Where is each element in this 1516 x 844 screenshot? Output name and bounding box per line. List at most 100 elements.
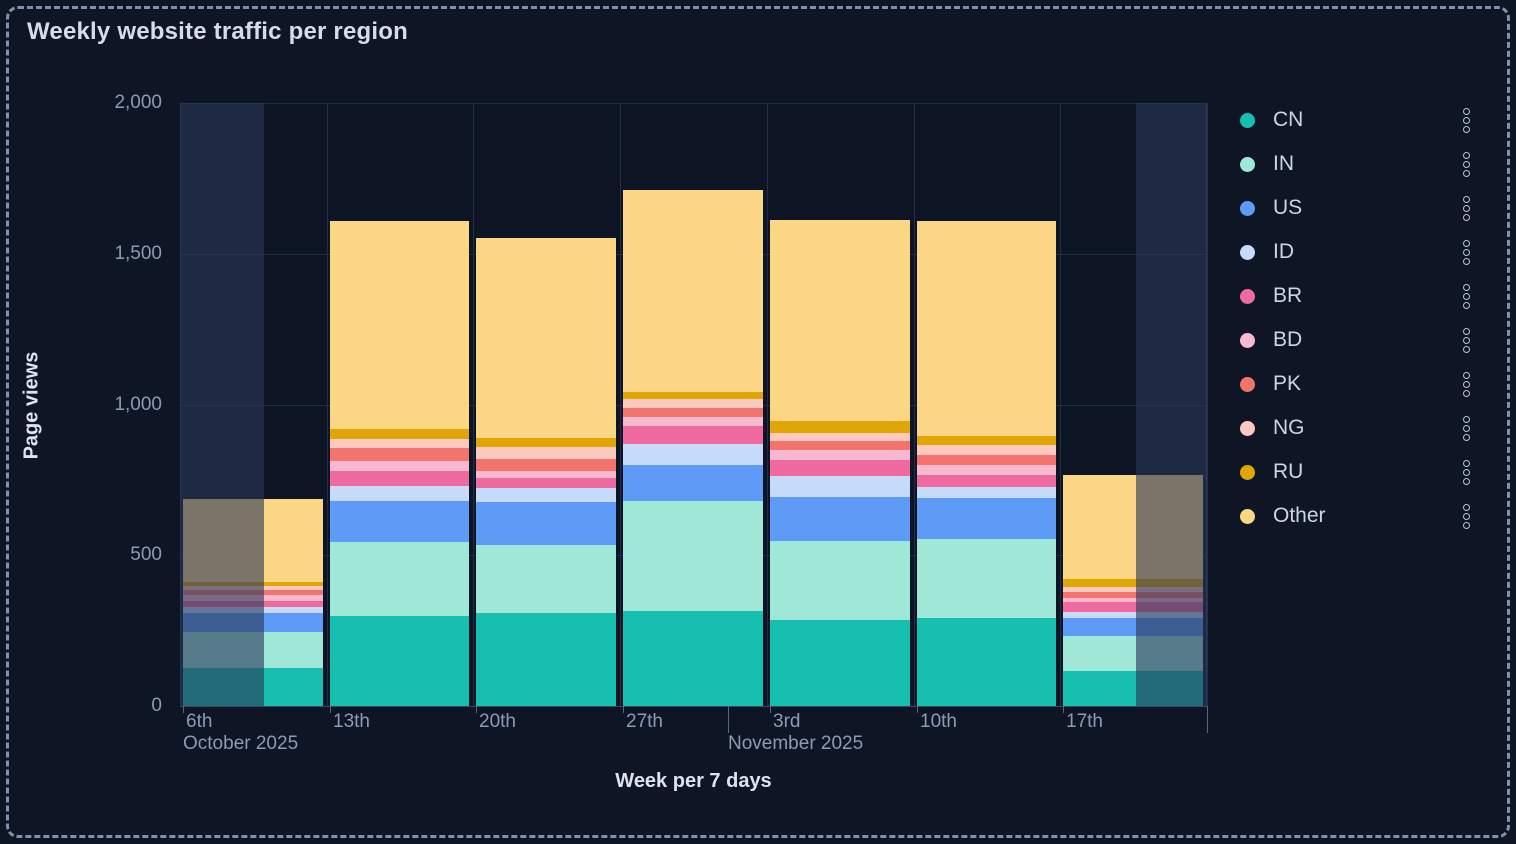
- bar-segment-ID[interactable]: [1063, 612, 1203, 618]
- bar-segment-RU[interactable]: [1063, 579, 1203, 587]
- bar-segment-RU[interactable]: [623, 392, 763, 400]
- bar-segment-RU[interactable]: [916, 435, 1057, 446]
- kebab-menu-icon[interactable]: [1461, 106, 1472, 135]
- bar-segment-Other[interactable]: [329, 220, 470, 429]
- bar-segment-Other[interactable]: [769, 220, 910, 421]
- bar-segment-NG[interactable]: [623, 399, 763, 408]
- bar-segment-RU[interactable]: [329, 429, 470, 439]
- bar-segment-US[interactable]: [916, 498, 1057, 540]
- bar-segment-US[interactable]: [329, 500, 470, 542]
- bar-segment-CN[interactable]: [769, 620, 910, 706]
- bar-segment-BR[interactable]: [329, 470, 470, 486]
- legend-label: US: [1273, 196, 1303, 219]
- bar-segment-IN[interactable]: [329, 541, 470, 616]
- bar-segment-BR[interactable]: [476, 477, 617, 488]
- legend-item-ID[interactable]: ID: [1240, 236, 1472, 268]
- bar-segment-PK[interactable]: [476, 459, 617, 471]
- bar-segment-Other[interactable]: [476, 238, 617, 439]
- x-tick-mark: [183, 706, 184, 713]
- legend-label: PK: [1273, 372, 1302, 395]
- bar-segment-IN[interactable]: [623, 500, 763, 611]
- bar-segment-Other[interactable]: [623, 189, 763, 393]
- kebab-menu-icon[interactable]: [1461, 370, 1472, 399]
- legend-label: CN: [1273, 108, 1304, 131]
- bar-segment-NG[interactable]: [769, 432, 910, 442]
- bar-segment-CN[interactable]: [329, 615, 470, 706]
- bar-segment-CN[interactable]: [476, 613, 617, 706]
- bar-segment-NG[interactable]: [916, 445, 1057, 456]
- legend-color-dot: [1240, 332, 1255, 348]
- kebab-menu-icon[interactable]: [1461, 458, 1472, 487]
- bar-segment-NG[interactable]: [329, 438, 470, 449]
- bar-segment-BD[interactable]: [623, 416, 763, 426]
- bar-segment-BD[interactable]: [476, 470, 617, 478]
- kebab-menu-icon[interactable]: [1461, 326, 1472, 355]
- legend-item-US[interactable]: US: [1240, 192, 1472, 224]
- legend-item-IN[interactable]: IN: [1240, 148, 1472, 180]
- legend-label: Other: [1273, 504, 1326, 527]
- stacked-bar-20th[interactable]: [476, 238, 617, 706]
- vertical-gridline: [767, 103, 768, 706]
- legend-item-BR[interactable]: BR: [1240, 280, 1472, 312]
- bar-segment-IN[interactable]: [916, 539, 1057, 619]
- plot-area: [180, 103, 1208, 706]
- bar-segment-RU[interactable]: [476, 438, 617, 447]
- bar-segment-ID[interactable]: [476, 487, 617, 503]
- bar-segment-BR[interactable]: [916, 474, 1057, 487]
- bar-segment-ID[interactable]: [769, 475, 910, 497]
- y-tick-label: 2,000: [114, 92, 162, 113]
- legend-item-CN[interactable]: CN: [1240, 104, 1472, 136]
- bar-segment-BD[interactable]: [329, 460, 470, 471]
- bar-segment-BD[interactable]: [1063, 597, 1203, 602]
- kebab-menu-icon[interactable]: [1461, 150, 1472, 179]
- horizontal-gridline: [180, 103, 1207, 104]
- bar-segment-US[interactable]: [476, 502, 617, 545]
- bar-segment-PK[interactable]: [329, 448, 470, 461]
- bar-segment-US[interactable]: [623, 464, 763, 501]
- kebab-menu-icon[interactable]: [1461, 282, 1472, 311]
- kebab-menu-icon[interactable]: [1461, 238, 1472, 267]
- bar-segment-Other[interactable]: [916, 220, 1057, 436]
- bar-segment-ID[interactable]: [329, 485, 470, 501]
- bar-segment-BR[interactable]: [769, 459, 910, 476]
- kebab-menu-icon[interactable]: [1461, 414, 1472, 443]
- vertical-gridline: [1060, 103, 1061, 706]
- bar-segment-PK[interactable]: [623, 407, 763, 417]
- bar-segment-BD[interactable]: [769, 449, 910, 460]
- legend-color-dot: [1240, 244, 1255, 260]
- bar-segment-IN[interactable]: [769, 540, 910, 621]
- bar-segment-IN[interactable]: [476, 544, 617, 614]
- x-axis-title: Week per 7 days: [615, 770, 772, 792]
- stacked-bar-3rd[interactable]: [769, 220, 910, 706]
- bar-segment-ID[interactable]: [916, 486, 1057, 499]
- bar-segment-NG[interactable]: [476, 447, 617, 460]
- bar-segment-BD[interactable]: [916, 465, 1057, 475]
- bar-segment-BR[interactable]: [623, 425, 763, 444]
- bar-segment-PK[interactable]: [1063, 592, 1203, 598]
- bar-segment-PK[interactable]: [769, 441, 910, 450]
- bar-segment-PK[interactable]: [916, 455, 1057, 466]
- stacked-bar-13th[interactable]: [329, 220, 470, 706]
- x-tick-label: 27th: [626, 711, 663, 732]
- kebab-menu-icon[interactable]: [1461, 194, 1472, 223]
- legend-item-NG[interactable]: NG: [1240, 412, 1472, 444]
- legend-item-PK[interactable]: PK: [1240, 368, 1472, 400]
- y-tick-label: 1,500: [114, 242, 162, 264]
- chart-title: Weekly website traffic per region: [27, 18, 408, 45]
- bar-segment-NG[interactable]: [1063, 586, 1203, 592]
- bar-segment-RU[interactable]: [769, 420, 910, 433]
- stacked-bar-10th[interactable]: [916, 220, 1057, 706]
- y-tick-label: 1,000: [114, 393, 162, 415]
- stacked-bar-27th[interactable]: [623, 189, 763, 706]
- bar-segment-ID[interactable]: [623, 443, 763, 465]
- bar-segment-CN[interactable]: [623, 610, 763, 706]
- legend-item-RU[interactable]: RU: [1240, 456, 1472, 488]
- kebab-menu-icon[interactable]: [1461, 502, 1472, 531]
- legend-label: IN: [1273, 152, 1294, 175]
- x-tick-label: 10th: [920, 711, 957, 732]
- bar-segment-US[interactable]: [769, 496, 910, 541]
- bar-segment-CN[interactable]: [916, 618, 1057, 706]
- bar-segment-BR[interactable]: [1063, 602, 1203, 612]
- legend-item-BD[interactable]: BD: [1240, 324, 1472, 356]
- legend-item-Other[interactable]: Other: [1240, 500, 1472, 532]
